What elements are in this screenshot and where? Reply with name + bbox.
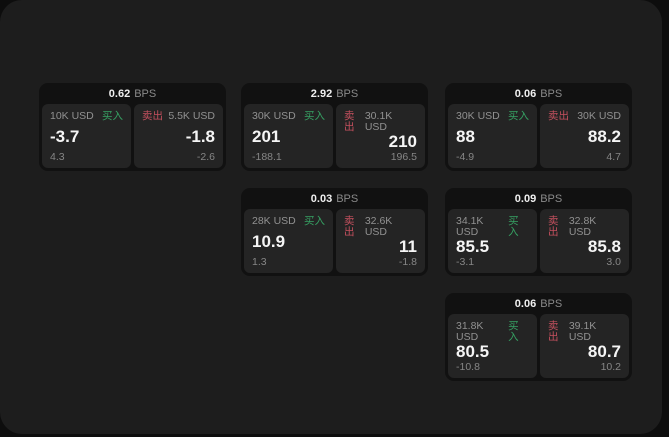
sell-side-label: 卖出: [548, 320, 559, 343]
buy-amount: 30K USD: [456, 110, 500, 122]
sell-side-label: 卖出: [142, 110, 163, 122]
buy-price: -3.7: [50, 127, 80, 146]
sell-side-label: 卖出: [548, 215, 559, 238]
sell-side-label: 卖出: [344, 110, 355, 133]
buy-price: 80.5: [456, 342, 490, 362]
bps-value: 0.06: [514, 297, 537, 310]
sell-panel[interactable]: 卖出 39.1K USD 80.7 10.2: [540, 314, 629, 378]
sell-delta: 3.0: [606, 255, 621, 268]
sell-delta: 4.7: [606, 150, 621, 163]
sell-side-label: 卖出: [548, 110, 569, 122]
buy-delta: -10.8: [456, 360, 480, 373]
buy-delta: 4.3: [50, 150, 65, 163]
sell-amount: 32.6K USD: [364, 215, 393, 238]
quote-card[interactable]: 0.06 BPS 31.8K USD 买入 80.5 -10.8 卖出 39.1…: [445, 293, 632, 381]
card-header: 2.92 BPS: [244, 83, 425, 104]
sell-price: 85.8: [587, 237, 621, 257]
buy-panel[interactable]: 28K USD 买入 10.9 1.3: [244, 209, 333, 273]
sell-amount: 30.1K USD: [364, 110, 393, 133]
buy-panel[interactable]: 31.8K USD 买入 80.5 -10.8: [448, 314, 537, 378]
bps-unit-label: BPS: [336, 192, 359, 205]
sell-price: 88.2: [587, 127, 621, 146]
sell-price: 11: [399, 237, 417, 257]
sell-panel[interactable]: 卖出 5.5K USD -1.8 -2.6: [134, 104, 223, 168]
bps-unit-label: BPS: [336, 87, 359, 100]
buy-amount: 34.1K USD: [456, 215, 484, 238]
bps-unit-label: BPS: [540, 87, 563, 100]
sell-delta: 196.5: [390, 150, 417, 163]
bps-value: 2.92: [310, 87, 333, 100]
buy-side-label: 买入: [102, 110, 123, 122]
sell-panel[interactable]: 卖出 30.1K USD 210 196.5: [336, 104, 425, 168]
quote-card[interactable]: 0.62 BPS 10K USD 买入 -3.7 4.3 卖出 5.5K USD…: [39, 83, 226, 171]
card-header: 0.03 BPS: [244, 188, 425, 209]
card-header: 0.06 BPS: [448, 83, 629, 104]
buy-side-label: 买入: [304, 215, 325, 227]
buy-side-label: 买入: [508, 215, 519, 238]
sell-side-label: 卖出: [344, 215, 355, 238]
buy-side-label: 买入: [508, 110, 529, 122]
quote-card[interactable]: 0.03 BPS 28K USD 买入 10.9 1.3 卖出 32.6K US…: [241, 188, 428, 276]
bps-unit-label: BPS: [540, 297, 563, 310]
sell-price: -1.8: [185, 127, 215, 146]
bps-unit-label: BPS: [540, 192, 563, 205]
buy-amount: 30K USD: [252, 110, 296, 122]
buy-price: 88: [456, 127, 475, 146]
sell-delta: -1.8: [398, 255, 417, 268]
sell-delta: -2.6: [196, 150, 215, 163]
card-header: 0.09 BPS: [448, 188, 629, 209]
buy-side-label: 买入: [508, 320, 519, 343]
buy-delta: -188.1: [252, 150, 282, 163]
sell-amount: 32.8K USD: [568, 215, 597, 238]
buy-amount: 28K USD: [252, 215, 296, 227]
sell-panel[interactable]: 卖出 30K USD 88.2 4.7: [540, 104, 629, 168]
buy-price: 10.9: [252, 232, 286, 251]
bps-value: 0.62: [108, 87, 131, 100]
quote-card[interactable]: 0.09 BPS 34.1K USD 买入 85.5 -3.1 卖出 32.8K…: [445, 188, 632, 276]
card-header: 0.62 BPS: [42, 83, 223, 104]
sell-delta: 10.2: [600, 360, 621, 373]
buy-panel[interactable]: 10K USD 买入 -3.7 4.3: [42, 104, 131, 168]
buy-amount: 10K USD: [50, 110, 94, 122]
buy-delta: -3.1: [456, 255, 475, 268]
sell-amount: 5.5K USD: [168, 110, 215, 122]
buy-price: 85.5: [456, 237, 490, 257]
buy-amount: 31.8K USD: [456, 320, 484, 343]
buy-delta: 1.3: [252, 255, 267, 268]
buy-panel[interactable]: 30K USD 买入 88 -4.9: [448, 104, 537, 168]
sell-price: 210: [388, 132, 417, 152]
quote-card[interactable]: 2.92 BPS 30K USD 买入 201 -188.1 卖出 30.1K …: [241, 83, 428, 171]
sell-price: 80.7: [587, 342, 621, 362]
sell-amount: 30K USD: [577, 110, 621, 122]
bps-unit-label: BPS: [134, 87, 157, 100]
bps-value: 0.06: [514, 87, 537, 100]
bps-value: 0.09: [514, 192, 537, 205]
buy-panel[interactable]: 30K USD 买入 201 -188.1: [244, 104, 333, 168]
buy-price: 201: [252, 127, 281, 146]
buy-side-label: 买入: [304, 110, 325, 122]
card-header: 0.06 BPS: [448, 293, 629, 314]
sell-amount: 39.1K USD: [568, 320, 597, 343]
buy-delta: -4.9: [456, 150, 475, 163]
sell-panel[interactable]: 卖出 32.6K USD 11 -1.8: [336, 209, 425, 273]
buy-panel[interactable]: 34.1K USD 买入 85.5 -3.1: [448, 209, 537, 273]
sell-panel[interactable]: 卖出 32.8K USD 85.8 3.0: [540, 209, 629, 273]
bps-value: 0.03: [310, 192, 333, 205]
quote-card[interactable]: 0.06 BPS 30K USD 买入 88 -4.9 卖出 30K USD 8…: [445, 83, 632, 171]
